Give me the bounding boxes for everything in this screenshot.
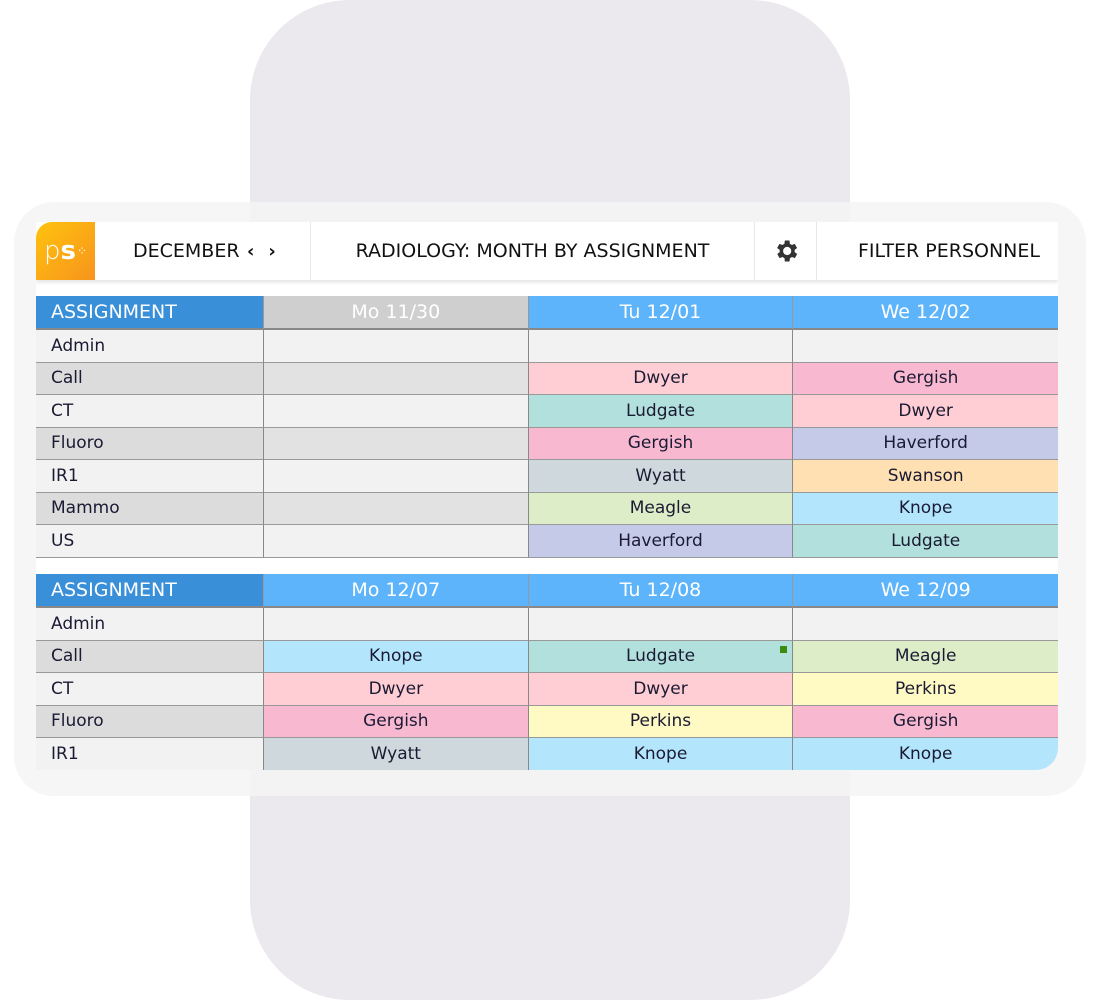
- table-row: Admin: [36, 608, 1058, 641]
- table-row: CT Dwyer Dwyer Perkins: [36, 673, 1058, 706]
- day-header[interactable]: Mo 12/07: [263, 574, 529, 608]
- schedule-cell[interactable]: [263, 608, 529, 641]
- assignment-label: Mammo: [36, 492, 264, 525]
- week-block: ASSIGNMENT Mo 12/07 Tu 12/08 We 12/09 Admin C…: [36, 574, 1058, 770]
- assignment-label: Fluoro: [36, 705, 264, 738]
- assignment-label: IR1: [36, 738, 264, 770]
- schedule-cell[interactable]: Dwyer: [528, 673, 794, 706]
- day-header[interactable]: Tu 12/01: [528, 296, 794, 330]
- day-header[interactable]: We 12/09: [793, 574, 1058, 608]
- assignment-label: Call: [36, 362, 264, 395]
- schedule-cell[interactable]: [263, 492, 529, 525]
- day-header[interactable]: Mo 11/30: [263, 296, 529, 330]
- table-row: IR1 Wyatt Swanson: [36, 460, 1058, 493]
- schedule-cell[interactable]: [263, 362, 529, 395]
- schedule-cell[interactable]: Knope: [793, 738, 1058, 770]
- table-row: Fluoro Gergish Perkins Gergish: [36, 705, 1058, 738]
- week-block: ASSIGNMENT Mo 11/30 Tu 12/01 We 12/02 Admin C…: [36, 296, 1058, 558]
- schedule-cell[interactable]: [793, 330, 1058, 363]
- schedule-cell[interactable]: [263, 460, 529, 493]
- table-row: Call Dwyer Gergish: [36, 362, 1058, 395]
- schedule-cell[interactable]: Perkins: [528, 705, 794, 738]
- schedule-cell[interactable]: Wyatt: [528, 460, 794, 493]
- table-row: Mammo Meagle Knope: [36, 492, 1058, 525]
- app-logo: p s ⁘: [36, 222, 95, 280]
- schedule-cell[interactable]: Gergish: [793, 705, 1058, 738]
- schedule-cell[interactable]: Gergish: [793, 362, 1058, 395]
- assignment-label: IR1: [36, 460, 264, 493]
- schedule-cell[interactable]: Haverford: [528, 525, 794, 558]
- schedule-cell[interactable]: Haverford: [793, 427, 1058, 460]
- toolbar: ps⁘ DECEMBER 2020 ‹ › RADIOLOGY: MONTH B…: [36, 222, 1058, 280]
- schedule-cell[interactable]: Knope: [263, 640, 529, 673]
- header-row: ASSIGNMENT Mo 12/07 Tu 12/08 We 12/09: [36, 574, 1058, 608]
- day-header[interactable]: We 12/02: [793, 296, 1058, 330]
- assignment-label: US: [36, 525, 264, 558]
- month-label: DECEMBER 2020: [133, 240, 241, 262]
- schedule-cell[interactable]: Swanson: [793, 460, 1058, 493]
- table-row: Admin: [36, 330, 1058, 363]
- schedule-cell[interactable]: Meagle: [793, 640, 1058, 673]
- header-row: ASSIGNMENT Mo 11/30 Tu 12/01 We 12/02: [36, 296, 1058, 330]
- schedule-cell[interactable]: Dwyer: [528, 362, 794, 395]
- schedule-cell[interactable]: [528, 330, 794, 363]
- schedule-card: ps⁘ DECEMBER 2020 ‹ › RADIOLOGY: MONTH B…: [36, 222, 1058, 770]
- schedule-cell[interactable]: [793, 608, 1058, 641]
- filter-personnel-button[interactable]: FILTER PERSONNEL: [857, 240, 1040, 262]
- schedule-cell[interactable]: Dwyer: [793, 395, 1058, 428]
- view-title[interactable]: RADIOLOGY: MONTH BY ASSIGNMENT: [311, 222, 755, 280]
- month-selector: DECEMBER 2020 ‹ ›: [95, 222, 311, 280]
- assignment-label: Call: [36, 640, 264, 673]
- table-row: CT Ludgate Dwyer: [36, 395, 1058, 428]
- schedule-cell[interactable]: Perkins: [793, 673, 1058, 706]
- schedule-cell[interactable]: [263, 395, 529, 428]
- schedule-cell[interactable]: Dwyer: [263, 673, 529, 706]
- assignment-label: Admin: [36, 608, 264, 641]
- schedule-cell[interactable]: Gergish: [263, 705, 529, 738]
- schedule-cell[interactable]: Ludgate: [528, 395, 794, 428]
- schedule-cell[interactable]: [263, 427, 529, 460]
- schedule-cell[interactable]: [263, 525, 529, 558]
- day-header[interactable]: Tu 12/08: [528, 574, 794, 608]
- note-indicator-icon: [780, 645, 788, 653]
- assignment-header: ASSIGNMENT: [36, 574, 264, 608]
- table-row: IR1 Wyatt Knope Knope: [36, 738, 1058, 770]
- table-row: Call Knope Ludgate Meagle: [36, 640, 1058, 673]
- table-row: Fluoro Gergish Haverford: [36, 427, 1058, 460]
- chevron-left-icon[interactable]: ‹: [247, 240, 255, 262]
- chevron-right-icon[interactable]: ›: [268, 240, 276, 262]
- schedule-cell[interactable]: Ludgate: [528, 640, 794, 673]
- schedule-cell[interactable]: [263, 330, 529, 363]
- schedule-cell[interactable]: Wyatt: [263, 738, 529, 770]
- table-row: US Haverford Ludgate: [36, 525, 1058, 558]
- assignment-label: Admin: [36, 330, 264, 363]
- schedule-cell[interactable]: Meagle: [528, 492, 794, 525]
- schedule-cell[interactable]: Knope: [793, 492, 1058, 525]
- assignment-label: CT: [36, 673, 264, 706]
- gear-icon[interactable]: [755, 222, 817, 280]
- schedule-cell[interactable]: Knope: [528, 738, 794, 770]
- assignment-label: Fluoro: [36, 427, 264, 460]
- assignment-label: CT: [36, 395, 264, 428]
- assignment-header: ASSIGNMENT: [36, 296, 264, 330]
- schedule-cell[interactable]: Gergish: [528, 427, 794, 460]
- schedule-cell[interactable]: [528, 608, 794, 641]
- schedule-cell[interactable]: Ludgate: [793, 525, 1058, 558]
